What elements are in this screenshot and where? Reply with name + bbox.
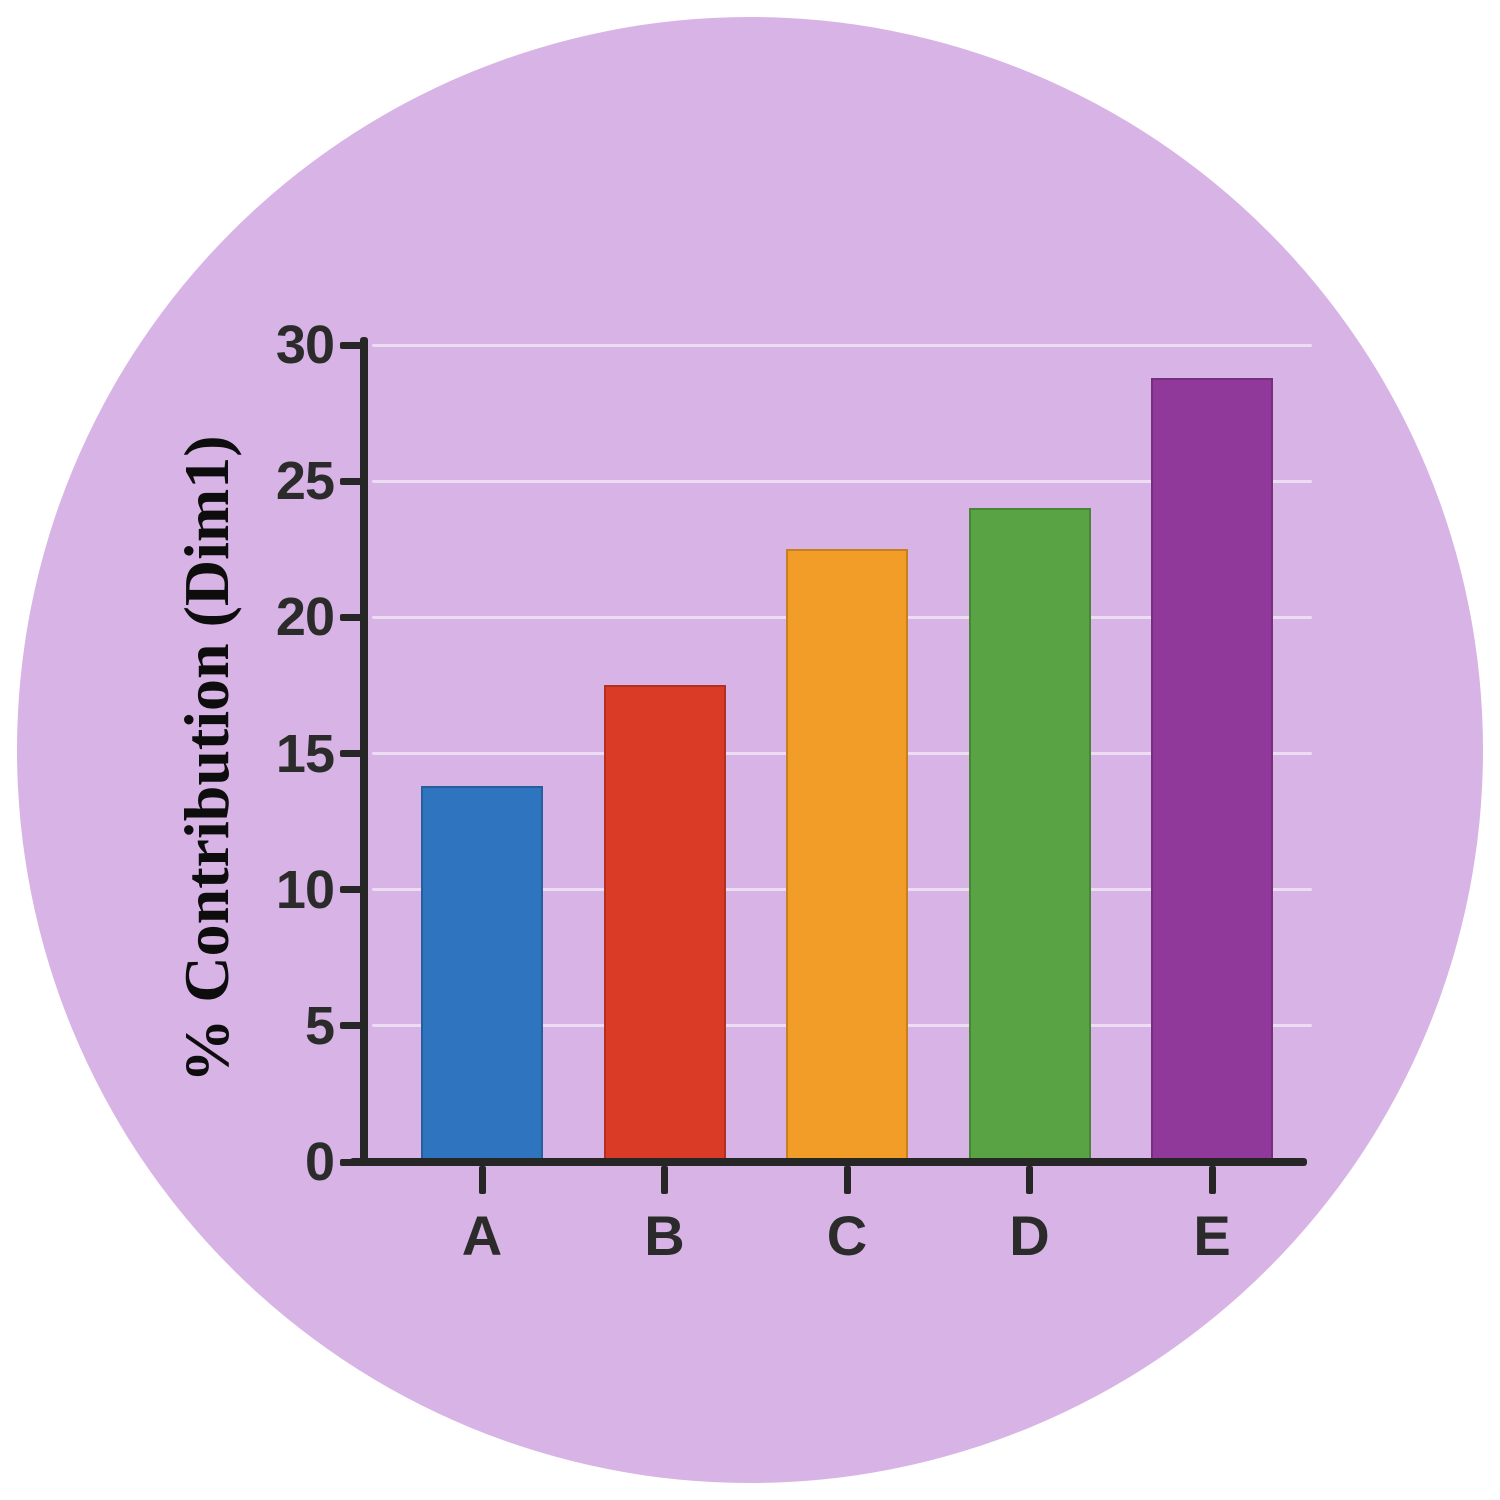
y-tick-15 [340,750,368,757]
y-tick-label-10: 10 [275,859,335,920]
x-tick-label-C: C [826,1204,868,1267]
y-tick-0 [340,1158,368,1166]
x-tick-label-B: B [644,1204,685,1267]
gridline-y-25 [372,479,1312,483]
x-tick-D [1026,1166,1033,1194]
x-tick-label-E: E [1193,1204,1231,1267]
y-tick-label-20: 20 [275,587,335,648]
x-tick-label-A: A [461,1204,503,1267]
x-tick-B [661,1166,668,1194]
y-tick-25 [340,477,368,485]
y-tick-30 [340,341,368,349]
y-tick-label-30: 30 [275,315,335,375]
bar-B [603,685,726,1162]
x-tick-C [843,1166,851,1194]
x-tick-label-D: D [1009,1204,1050,1267]
y-tick-label-0: 0 [304,1132,335,1192]
y-tick-label-5: 5 [304,995,335,1056]
gridline-y-30 [372,343,1312,347]
x-tick-E [1208,1166,1216,1194]
y-tick-10 [340,886,368,894]
x-tick-A [478,1166,486,1194]
y-tick-20 [340,613,368,621]
x-axis-line [350,1158,1307,1166]
y-tick-label-15: 15 [275,723,335,784]
bar-A [421,786,543,1162]
y-tick-label-25: 25 [275,451,335,512]
bar-E [1151,377,1273,1162]
y-tick-5 [340,1022,368,1030]
